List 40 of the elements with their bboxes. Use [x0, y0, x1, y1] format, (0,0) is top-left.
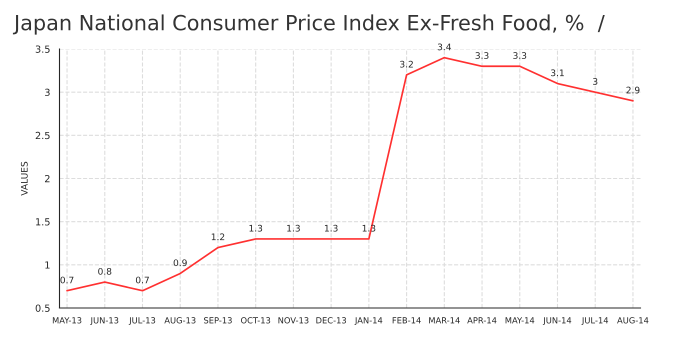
data-label: 1.3: [287, 224, 300, 232]
data-label: 3.3: [476, 52, 488, 59]
x-tick-label: MAY-13: [52, 317, 82, 324]
x-tick-label: AUG-14: [617, 317, 648, 324]
x-tick-label: JUN-13: [90, 317, 118, 326]
data-label: 0.8: [98, 268, 112, 275]
data-label: 3.2: [400, 60, 413, 68]
x-tick-label: OCT-13: [240, 317, 270, 324]
x-tick-label: JUL-13: [128, 317, 156, 326]
x-tick-label: SEP-13: [204, 317, 232, 324]
y-tick-label: 2: [45, 174, 50, 182]
y-axis-title: VALUES: [20, 162, 28, 196]
x-tick-label: JAN-14: [354, 317, 382, 326]
data-label: 3: [593, 78, 598, 85]
y-tick-label: 3.5: [36, 45, 50, 53]
x-tick-label: NOV-13: [278, 317, 308, 324]
y-tick-label: 1: [45, 261, 50, 269]
x-tick-label: FEB-14: [392, 317, 421, 324]
data-label: 0.7: [60, 276, 74, 284]
y-tick-label: 0.5: [36, 304, 50, 312]
y-tick-label: 1.5: [36, 218, 50, 226]
data-label: 0.7: [136, 276, 149, 284]
data-label: 1.3: [249, 224, 262, 232]
data-label: 3.3: [513, 52, 526, 59]
data-label: 2.9: [626, 86, 640, 94]
data-label: 1.2: [212, 233, 224, 240]
data-label: 1.3: [324, 224, 338, 232]
chart-title: Japan National Consumer Price Index Ex-Fresh Food, % /: [12, 14, 605, 35]
y-tick-label: 2.5: [36, 132, 50, 140]
x-tick-label: MAY-14: [506, 317, 534, 324]
data-label: 0.9: [174, 259, 187, 266]
data-label: 3.4: [438, 44, 451, 50]
x-tick-label: AUG-13: [164, 317, 196, 324]
x-tick-label: DEC-13: [316, 317, 346, 324]
x-tick-label: JUN-14: [542, 317, 572, 326]
y-tick-label: 3: [45, 88, 50, 96]
x-tick-label: MAR-14: [429, 317, 460, 324]
x-tick-label: JUL-14: [581, 317, 608, 326]
x-tick-label: APR-14: [467, 317, 496, 324]
data-label: 3.1: [551, 69, 564, 76]
